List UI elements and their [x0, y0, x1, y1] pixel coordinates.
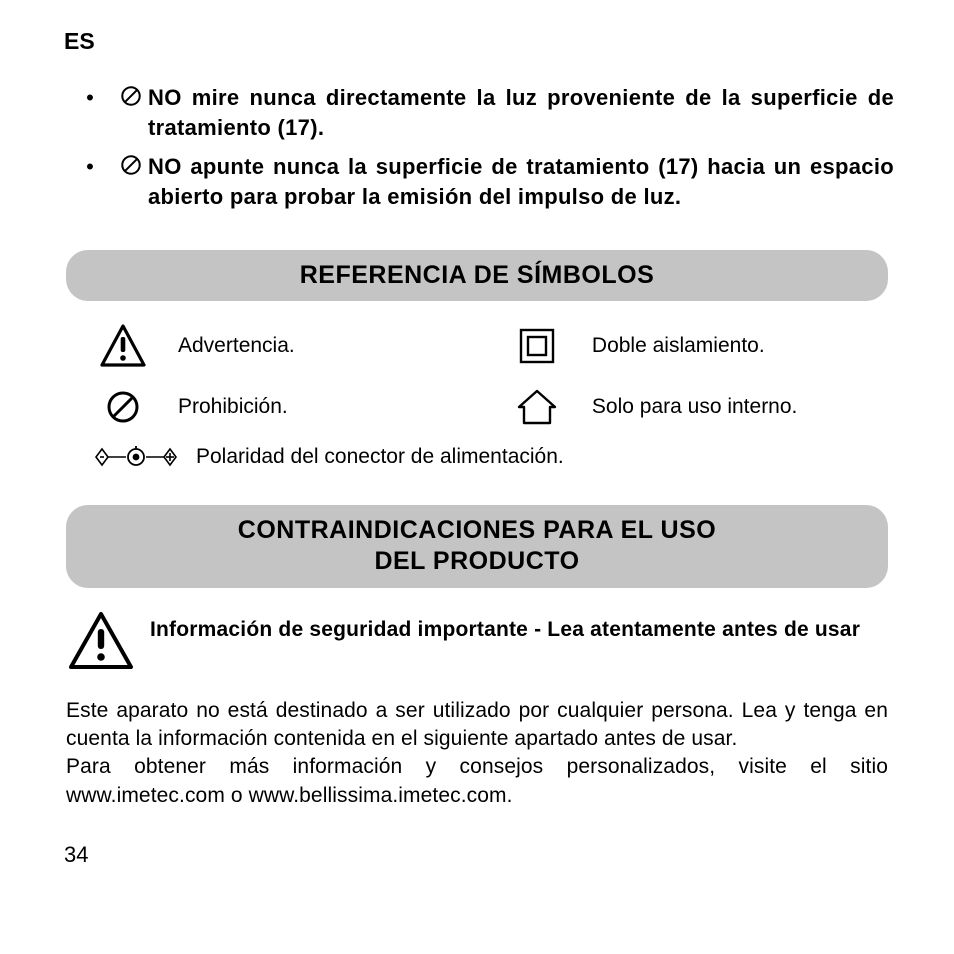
bullet-item: • NO mire nunca directamente la luz prov…	[60, 83, 894, 142]
section-header-symbols: REFERENCIA DE SÍMBOLOS	[66, 250, 888, 301]
bullet-list: • NO mire nunca directamente la luz prov…	[60, 83, 894, 212]
prohibition-icon	[88, 389, 158, 425]
section-title-line1: CONTRAINDICACIONES PARA EL USO	[238, 516, 716, 544]
bullet-text: NO mire nunca directamente la luz proven…	[148, 83, 894, 142]
section-title-line2: DEL PRODUCTO	[374, 547, 579, 575]
bullet-marker: •	[60, 83, 120, 111]
double-insulation-icon	[502, 327, 572, 365]
body-paragraph: Para obtener más información y consejos …	[66, 753, 888, 810]
symbol-label: Polaridad del conector de alimentación.	[184, 445, 564, 469]
symbols-table: Advertencia. Doble aislamiento. Prohibic…	[88, 323, 884, 469]
prohibition-icon	[120, 152, 148, 181]
symbol-label: Doble aislamiento.	[572, 334, 765, 358]
language-label: ES	[64, 28, 894, 55]
bullet-marker: •	[60, 152, 120, 180]
indoor-use-icon	[502, 387, 572, 427]
body-paragraph: Este aparato no está destinado a ser uti…	[66, 697, 888, 754]
prohibition-icon	[120, 83, 148, 112]
warning-triangle-icon	[66, 610, 150, 677]
polarity-icon	[88, 445, 184, 469]
warning-triangle-icon	[88, 323, 158, 369]
bullet-item: • NO apunte nunca la superficie de trata…	[60, 152, 894, 211]
safety-warning-row: Información de seguridad importante - Le…	[66, 610, 888, 677]
safety-info-label: Información de seguridad importante - Le…	[150, 610, 888, 644]
bullet-text: NO apunte nunca la superficie de tratami…	[148, 152, 894, 211]
symbol-label: Prohibición.	[158, 395, 288, 419]
section-header-contraindications: CONTRAINDICACIONES PARA EL USO DEL PRODU…	[66, 505, 888, 588]
symbol-label: Advertencia.	[158, 334, 295, 358]
page-number: 34	[64, 842, 894, 868]
symbol-label: Solo para uso interno.	[572, 395, 797, 419]
